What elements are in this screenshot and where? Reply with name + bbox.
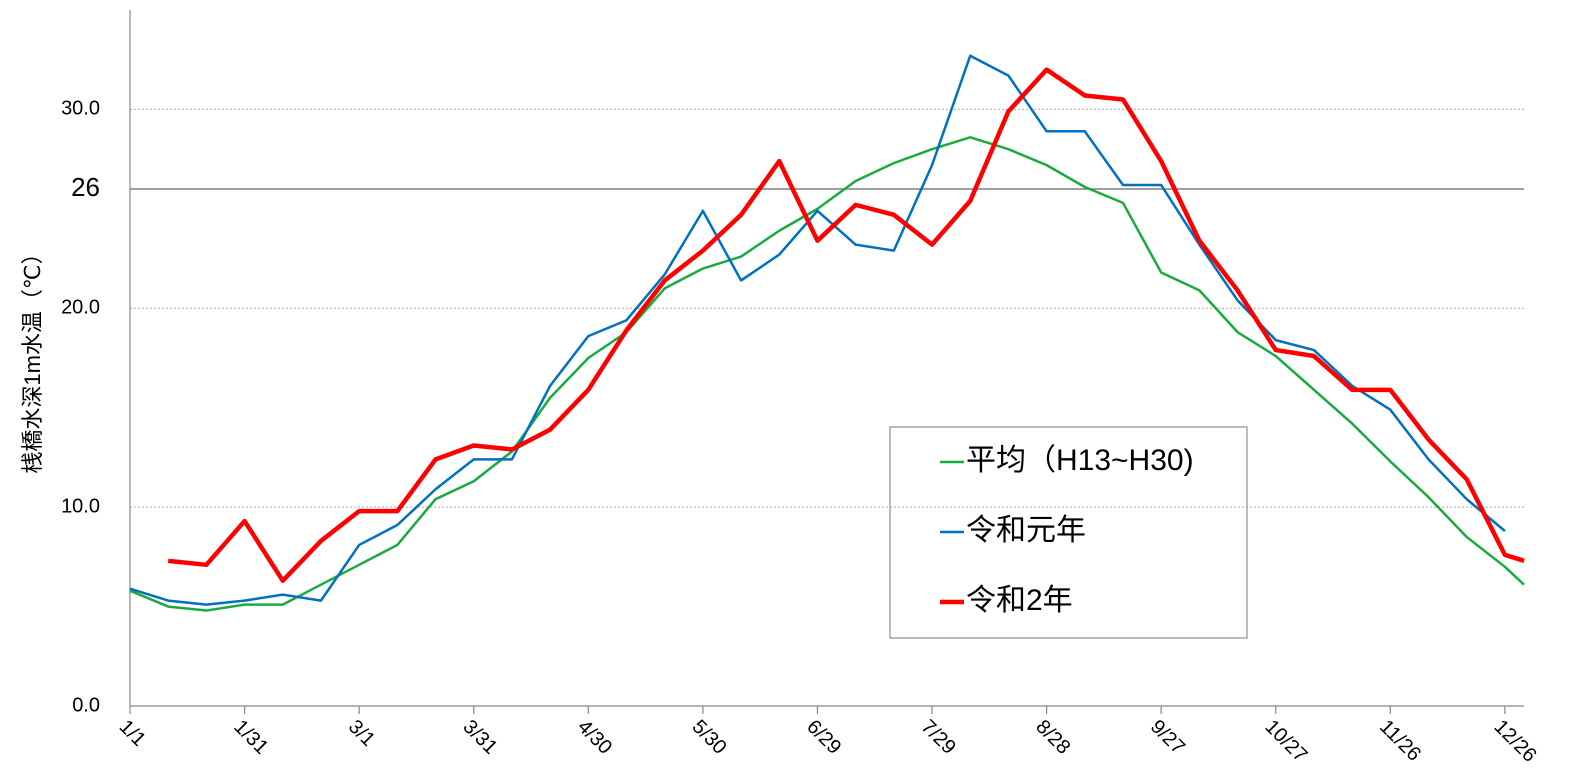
x-tick-label: 4/30 xyxy=(573,716,616,759)
x-tick-label: 3/31 xyxy=(458,716,501,759)
y-tick-label: 0.0 xyxy=(72,694,100,716)
reference-label: 26 xyxy=(71,172,100,202)
x-tick-label: 6/29 xyxy=(802,716,845,759)
y-axis-label: 桟橋水深1m水温（℃） xyxy=(20,242,45,473)
x-tick-label: 1/1 xyxy=(115,716,150,751)
y-tick-label: 30.0 xyxy=(61,98,100,120)
series-line xyxy=(167,67,1525,583)
x-tick-label: 5/30 xyxy=(688,716,731,759)
x-tick-label: 7/29 xyxy=(917,716,960,759)
legend-label: 平均（H13~H30) xyxy=(966,444,1194,477)
legend-label: 令和2年 xyxy=(966,584,1073,617)
y-tick-label: 10.0 xyxy=(61,495,100,517)
x-tick-label: 9/27 xyxy=(1146,716,1189,759)
x-tick-label: 1/31 xyxy=(229,716,272,759)
x-tick-label: 10/27 xyxy=(1260,716,1311,767)
series-line xyxy=(129,54,1506,606)
y-tick-label: 20.0 xyxy=(61,297,100,319)
legend-label: 令和元年 xyxy=(966,514,1086,547)
series-line xyxy=(129,136,1525,612)
x-tick-label: 3/1 xyxy=(344,716,379,751)
x-tick-label: 11/26 xyxy=(1375,716,1425,766)
x-tick-label: 12/26 xyxy=(1490,716,1541,767)
x-tick-label: 8/28 xyxy=(1031,716,1074,759)
